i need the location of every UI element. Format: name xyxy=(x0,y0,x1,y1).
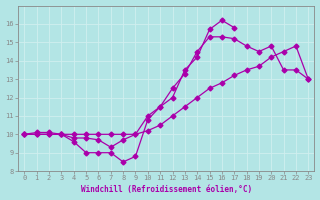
X-axis label: Windchill (Refroidissement éolien,°C): Windchill (Refroidissement éolien,°C) xyxy=(81,185,252,194)
